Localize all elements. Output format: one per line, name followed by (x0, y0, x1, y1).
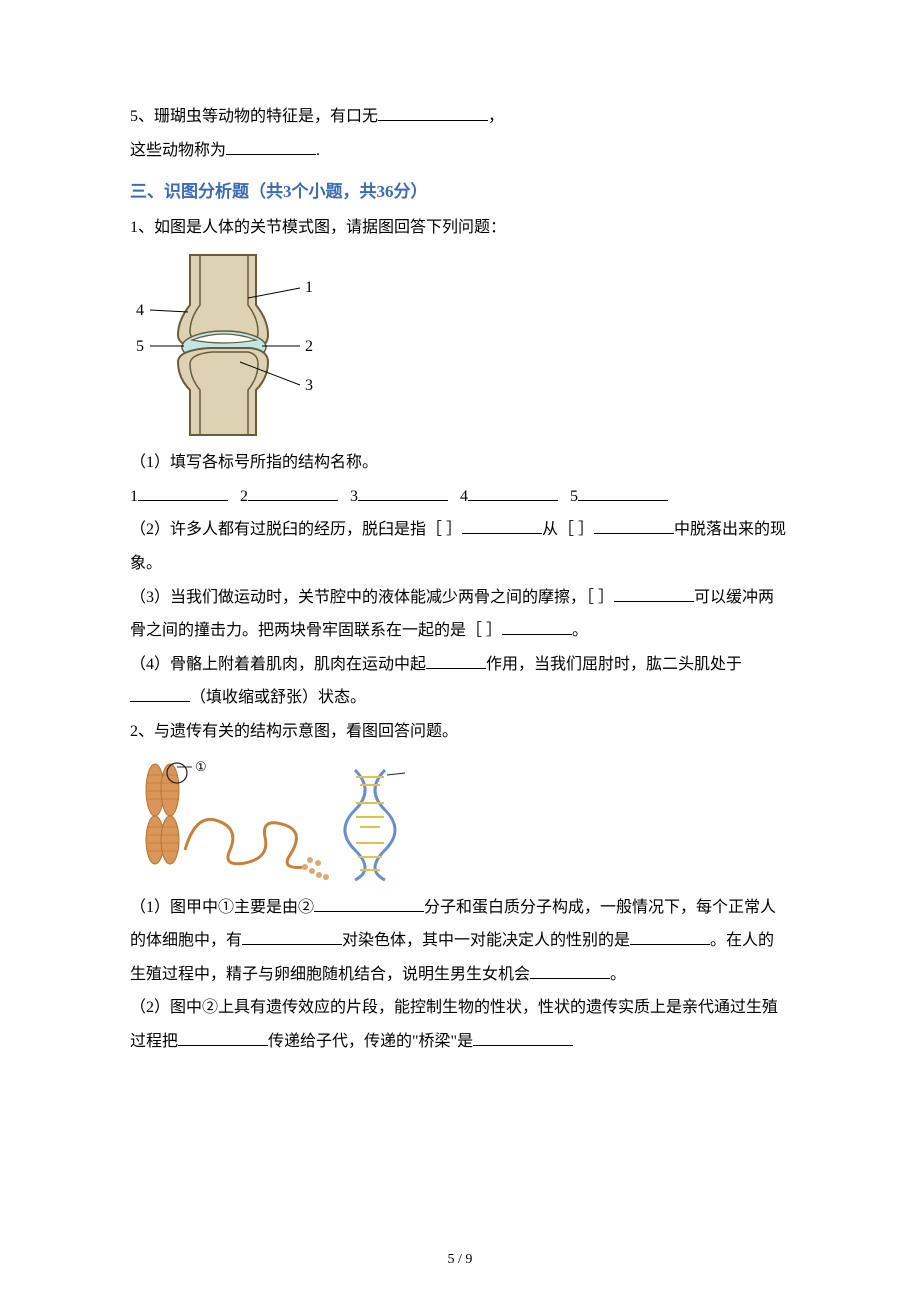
q5-text-a: 5、珊瑚虫等动物的特征是，有口无 (130, 108, 378, 125)
q2p1-c: 对染色体，其中一对能决定人的性别的是 (342, 932, 630, 949)
q2p1-b4[interactable] (530, 962, 610, 979)
dna-helix: ② (345, 765, 420, 880)
label-2: 2 (305, 338, 313, 355)
p2-b1[interactable] (462, 517, 542, 534)
label-3: 3 (305, 377, 313, 394)
p1-5: 5 (570, 488, 578, 505)
s3q1-intro: 1、如图是人体的关节模式图，请据图回答下列问题： (130, 211, 790, 245)
s3q1-p2: （2）许多人都有过脱臼的经历，脱臼是指［ ］从［ ］中脱落出来的现象。 (130, 513, 790, 580)
chromosome: ① (146, 759, 207, 864)
p1-b1[interactable] (138, 484, 228, 501)
label-4: 4 (136, 302, 144, 319)
p2-a: （2）许多人都有过脱臼的经历，脱臼是指［ ］ (130, 521, 462, 538)
s3q1-p1: （1）填写各标号所指的结构名称。 (130, 446, 790, 480)
q5-blank2[interactable] (226, 138, 316, 155)
s3q2-intro: 2、与遗传有关的结构示意图，看图回答问题。 (130, 715, 790, 749)
p3-b1[interactable] (614, 585, 694, 602)
s3q2-p1: （1）图甲中①主要是由②分子和蛋白质分子构成，一般情况下，每个正常人的体细胞中，… (130, 891, 790, 992)
q5-text-b: ， (488, 108, 504, 125)
label-circle-1: ① (195, 759, 207, 774)
s3q1-p4: （4）骨骼上附着着肌肉，肌肉在运动中起 作用，当我们屈肘时，肱二头肌处于 （填收缩或… (130, 648, 790, 715)
q2p2-b: 传递给子代，传递的"桥梁"是 (268, 1033, 473, 1050)
p1-b5[interactable] (578, 484, 668, 501)
q2p1-b2[interactable] (242, 928, 342, 945)
p1-4: 4 (460, 488, 468, 505)
s3q1-p1-row: 1 2 3 4 5 (130, 480, 790, 514)
label-1: 1 (305, 279, 313, 296)
lower-bone (178, 348, 268, 435)
joint-figure: 1 2 3 4 5 (130, 250, 790, 440)
page-footer: 5 / 9 (0, 1252, 920, 1268)
p4-b1[interactable] (426, 652, 486, 669)
p1-b2[interactable] (248, 484, 338, 501)
q5-text-d: . (316, 142, 320, 159)
p1-2: 2 (240, 488, 248, 505)
p1-3: 3 (350, 488, 358, 505)
p3-b2[interactable] (502, 618, 572, 635)
p1-b4[interactable] (468, 484, 558, 501)
q2p1-e: 。 (610, 966, 626, 983)
section3-heading: 三、识图分析题（共3个小题，共36分） (130, 173, 790, 210)
q2p2-b2[interactable] (473, 1029, 573, 1046)
s3q1-p3: （3）当我们做运动时，关节腔中的液体能减少两骨之间的摩擦，［ ］可以缓冲两骨之间… (130, 581, 790, 648)
q5-blank1[interactable] (378, 104, 488, 121)
p4-b: 作用，当我们屈肘时，肱二头肌处于 (486, 656, 742, 673)
joint-svg: 1 2 3 4 5 (130, 250, 330, 440)
dna-svg: ① ② (130, 755, 430, 885)
p1-b3[interactable] (358, 484, 448, 501)
q5-line2: 这些动物称为. (130, 134, 790, 168)
p2-b: 从［ ］ (542, 521, 594, 538)
p1-1: 1 (130, 488, 138, 505)
p4-a: （4）骨骼上附着着肌肉，肌肉在运动中起 (130, 656, 426, 673)
label-5: 5 (136, 338, 144, 355)
s3q2-p2: （2）图中②上具有遗传效应的片段，能控制生物的性状，性状的遗传实质上是亲代通过生… (130, 991, 790, 1058)
page: 5、珊瑚虫等动物的特征是，有口无 ， 这些动物称为. 三、识图分析题（共3个小题，… (0, 0, 920, 1302)
q2p1-b3[interactable] (630, 928, 710, 945)
p4-b2[interactable] (130, 685, 190, 702)
q2p1-a: （1）图甲中①主要是由② (130, 899, 314, 916)
label-circle-2: ② (408, 765, 420, 780)
q2p2-b1[interactable] (178, 1029, 268, 1046)
p4-c: （填收缩或舒张）状态。 (190, 689, 366, 706)
leader-4 (150, 310, 188, 312)
p3-c: 。 (572, 622, 588, 639)
q5-text-c: 这些动物称为 (130, 142, 226, 159)
p2-b2[interactable] (594, 517, 674, 534)
dna-figure: ① ② (130, 755, 790, 885)
q5-line1: 5、珊瑚虫等动物的特征是，有口无 ， (130, 100, 790, 134)
q2p1-b1[interactable] (314, 895, 424, 912)
p3-a: （3）当我们做运动时，关节腔中的液体能减少两骨之间的摩擦，［ ］ (130, 589, 614, 606)
chromatin-coil (185, 819, 305, 867)
